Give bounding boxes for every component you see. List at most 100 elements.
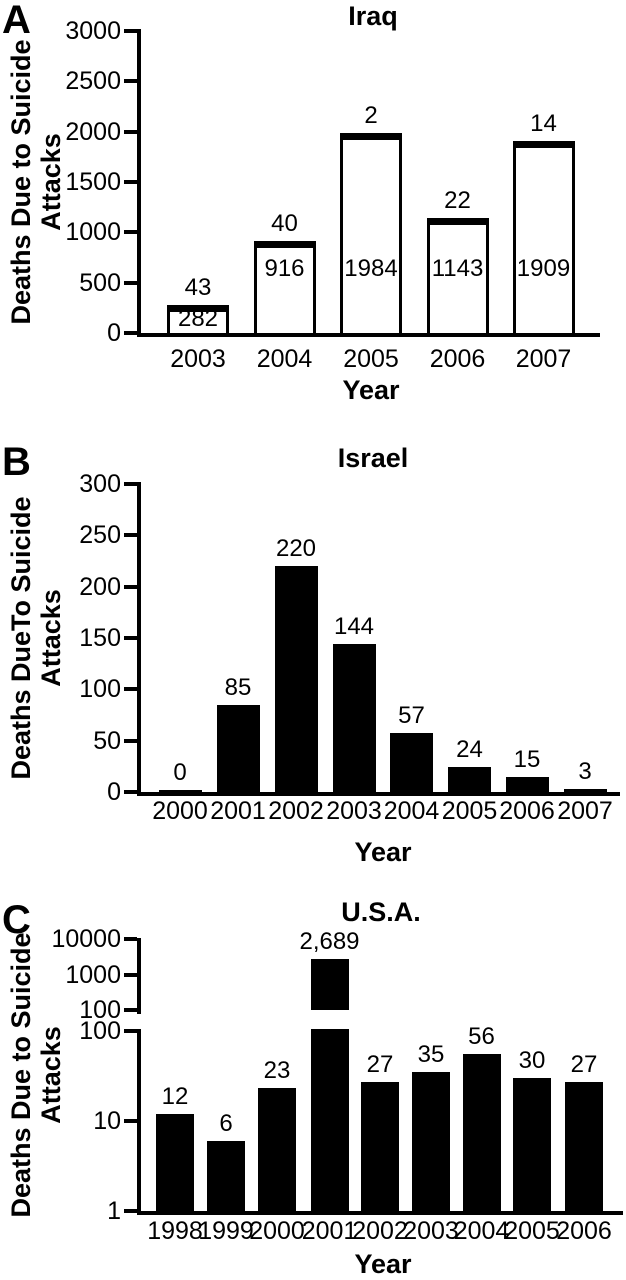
chart-c-y-axis-label-line1: Deaths Due to Suicide (6, 932, 36, 1218)
bar (505, 776, 549, 792)
bar-lower-segment (310, 1029, 349, 1211)
y-axis-tick-label: 500 (79, 268, 121, 297)
chart-b-title: Israel (337, 443, 409, 473)
y-axis-tick (124, 280, 137, 285)
bar-value-label: 27 (366, 1051, 394, 1079)
y-axis-tick (124, 584, 137, 589)
y-axis-tick-label: 0 (107, 778, 121, 806)
y-axis-tick-label: 10000 (51, 925, 121, 953)
bar (332, 644, 376, 792)
y-axis-tick-label: 3000 (65, 17, 121, 45)
bar (565, 1082, 603, 1211)
x-axis-tick-label: 2005 (441, 797, 498, 825)
panel-letter-a: A (2, 0, 31, 42)
x-axis-tick-label: 2000 (249, 1217, 305, 1245)
x-axis-tick-label: 2007 (515, 345, 572, 373)
y-axis-tick-label: 1500 (65, 168, 121, 196)
chart-a-x-axis-label: Year (342, 375, 400, 405)
bar-value-label: 2 (364, 102, 378, 130)
x-axis-tick-label: 2006 (499, 797, 555, 825)
bar (253, 240, 316, 333)
y-axis-tick-label: 50 (93, 726, 121, 755)
bar (448, 767, 491, 792)
y-axis-tick (124, 1029, 137, 1033)
bar-value-label: 35 (417, 1041, 445, 1069)
bar-inside-label: 1984 (344, 255, 398, 282)
bar-value-label: 30 (518, 1047, 546, 1075)
y-axis (137, 29, 141, 337)
y-axis-tick-label: 2000 (65, 117, 121, 146)
bar (563, 788, 607, 792)
bar (462, 1053, 501, 1211)
y-axis-tick (124, 129, 137, 134)
x-axis-tick-label: 2005 (504, 1217, 560, 1245)
panel-letter-c: C (2, 898, 31, 942)
y-axis-tick (124, 937, 137, 941)
bar-value-label: 2,689 (299, 928, 360, 956)
y-axis-tick (124, 482, 137, 486)
bar-value-label: 27 (570, 1051, 598, 1079)
bar-value-label: 57 (398, 702, 425, 730)
y-axis-tick-label: 300 (79, 470, 121, 498)
y-axis-tick-label: 1 (107, 1197, 121, 1225)
bar-value-label: 22 (444, 186, 471, 214)
x-axis-tick-label: 2004 (256, 345, 313, 373)
y-axis-tick (124, 180, 137, 184)
x-axis-tick-label: 1998 (147, 1217, 203, 1245)
y-axis-tick-label: 150 (79, 624, 121, 652)
x-axis-tick-label: 2002 (352, 1217, 408, 1245)
bar-value-label: 23 (263, 1057, 291, 1085)
y-axis-tick-label: 200 (79, 572, 121, 601)
bar (390, 733, 433, 792)
bar-value-label: 6 (219, 1109, 233, 1137)
x-axis-tick-label: 2001 (210, 797, 266, 825)
bar-value-label: 220 (275, 535, 317, 563)
y-axis-tick (124, 972, 137, 977)
x-axis (137, 792, 620, 796)
bar-value-label: 43 (184, 273, 212, 301)
bar-value-label: 15 (513, 745, 541, 773)
panel-letter-b: B (2, 440, 31, 484)
x-axis-tick-label: 2004 (383, 797, 440, 825)
y-axis-tick (124, 1008, 137, 1012)
x-axis-tick-label: 2004 (453, 1217, 510, 1245)
x-axis-tick-label: 2007 (557, 797, 613, 825)
bar-value-label: 24 (456, 736, 483, 764)
x-axis-tick-label: 2006 (556, 1217, 612, 1245)
bar (207, 1140, 245, 1211)
y-axis-tick (124, 687, 137, 692)
x-axis-tick-label: 1999 (198, 1217, 254, 1245)
bar (426, 217, 489, 333)
bar-upper-segment (310, 959, 349, 1010)
bar-value-label: 14 (530, 109, 557, 137)
x-axis-tick-label: 2000 (152, 797, 208, 825)
x-axis (137, 333, 600, 337)
bar-value-label: 56 (468, 1022, 495, 1050)
y-axis-lower-segment (137, 1029, 141, 1215)
y-axis-tick (124, 331, 137, 335)
x-axis (137, 1211, 623, 1215)
x-axis-tick-label: 2001 (301, 1217, 358, 1245)
y-axis-tick (124, 1119, 137, 1123)
bar (512, 140, 575, 333)
y-axis-tick (124, 738, 137, 743)
chart-c-x-axis-label: Year (354, 1249, 412, 1279)
y-axis-tick-label: 100 (79, 675, 121, 704)
y-axis-tick (124, 1209, 137, 1213)
bar (156, 1113, 194, 1211)
bar (513, 1078, 551, 1211)
y-axis-tick (124, 636, 137, 640)
chart-c-title: U.S.A. (341, 897, 421, 927)
y-axis (137, 482, 141, 796)
y-axis-tick-label: 10 (93, 1107, 121, 1135)
x-axis-tick-label: 2006 (429, 345, 486, 373)
bar (167, 304, 229, 333)
y-axis-tick (124, 790, 137, 794)
bar-value-label: 144 (333, 613, 375, 641)
chart-b-x-axis-label: Year (354, 837, 412, 867)
chart-c-y-axis-label: Deaths Due to Suicide Attacks (6, 905, 66, 1245)
bar (258, 1088, 296, 1211)
x-axis-tick-label: 2003 (403, 1217, 459, 1245)
x-axis-tick-label: 2003 (326, 797, 382, 825)
